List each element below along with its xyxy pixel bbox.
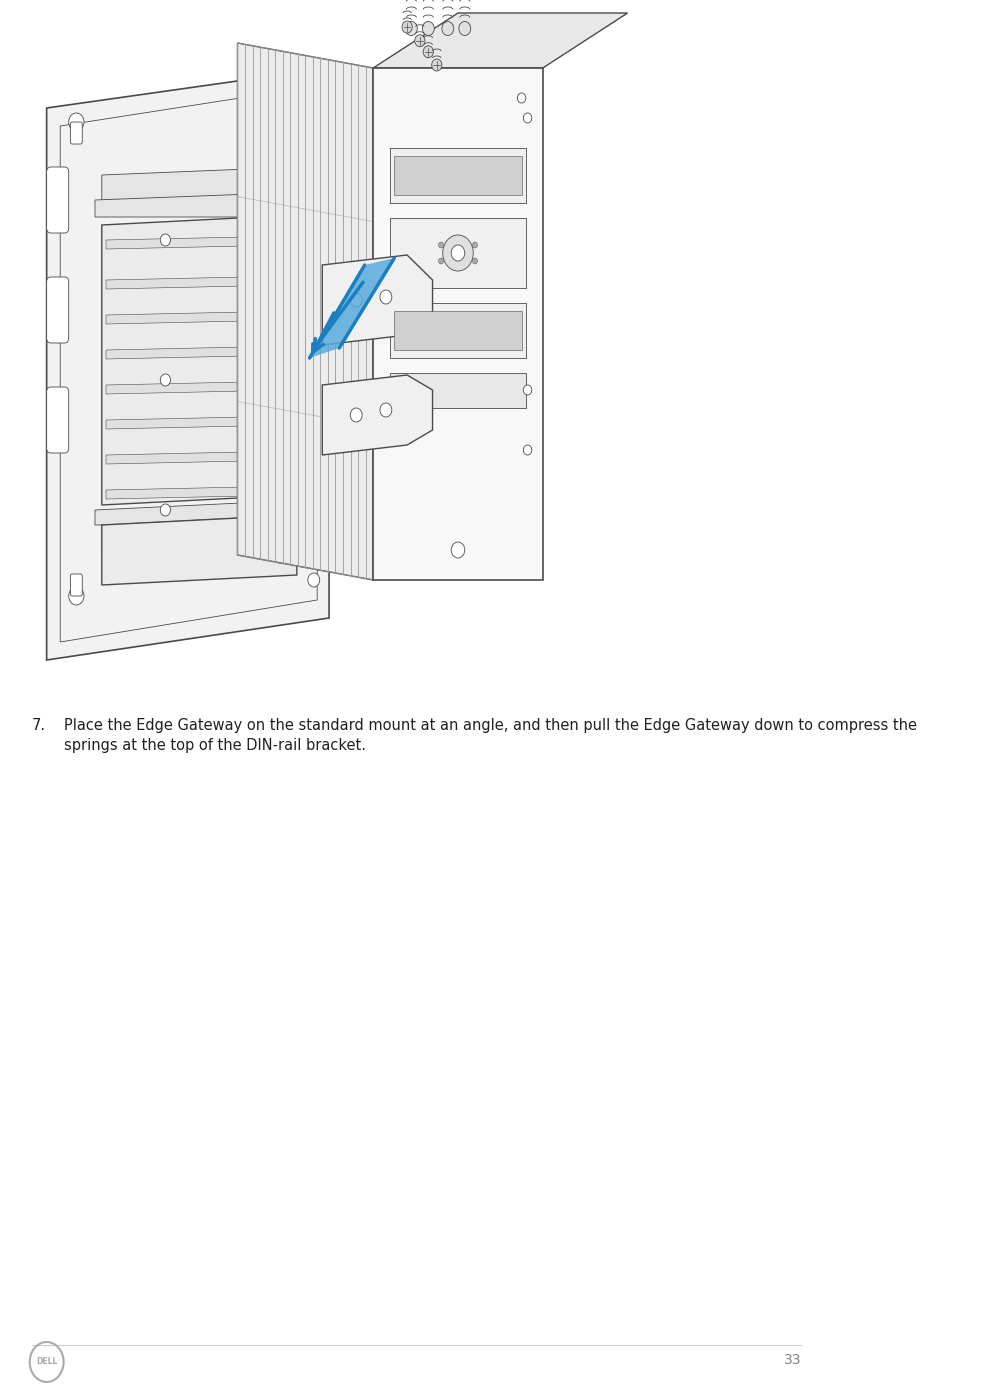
Circle shape [473,242,478,248]
Circle shape [308,474,319,488]
Circle shape [424,46,434,57]
Circle shape [160,373,170,386]
Polygon shape [390,373,526,408]
Circle shape [451,542,465,559]
Circle shape [459,21,471,35]
Circle shape [275,553,284,563]
Circle shape [423,21,434,35]
Polygon shape [238,43,374,579]
Polygon shape [310,258,394,358]
Polygon shape [374,13,627,68]
Polygon shape [106,345,293,359]
Circle shape [308,103,319,117]
Polygon shape [394,156,522,195]
Polygon shape [322,375,433,456]
Polygon shape [102,515,297,585]
Polygon shape [322,255,433,345]
Polygon shape [106,235,293,249]
Circle shape [284,500,293,510]
Circle shape [405,21,417,35]
Circle shape [523,113,532,123]
Circle shape [69,586,84,605]
Circle shape [442,235,473,272]
Polygon shape [106,486,293,499]
Polygon shape [106,451,293,464]
Text: 7.: 7. [32,717,46,733]
Circle shape [284,345,293,355]
Circle shape [350,408,362,422]
Text: Place the Edge Gateway on the standard mount at an angle, and then pull the Edge: Place the Edge Gateway on the standard m… [64,717,916,752]
Circle shape [308,378,319,391]
Polygon shape [106,311,293,325]
Polygon shape [102,215,297,506]
Circle shape [432,59,442,71]
Polygon shape [390,148,526,203]
Polygon shape [95,192,304,217]
Circle shape [275,189,284,201]
Circle shape [308,182,319,196]
Circle shape [308,573,319,586]
Polygon shape [106,276,293,288]
Polygon shape [102,167,297,201]
Circle shape [308,279,319,293]
Circle shape [442,21,454,35]
Circle shape [517,93,526,103]
Circle shape [160,504,170,515]
Circle shape [284,421,293,430]
Circle shape [380,290,392,304]
Polygon shape [106,417,293,429]
Circle shape [284,274,293,286]
Polygon shape [102,515,297,547]
Polygon shape [394,311,522,350]
Polygon shape [390,304,526,358]
Text: 33: 33 [784,1353,801,1367]
Circle shape [523,444,532,456]
FancyBboxPatch shape [71,574,83,596]
Circle shape [69,113,84,131]
Polygon shape [374,68,543,579]
Circle shape [451,245,465,260]
FancyBboxPatch shape [46,167,69,233]
FancyBboxPatch shape [46,277,69,343]
Circle shape [415,35,425,47]
FancyBboxPatch shape [46,387,69,453]
Circle shape [380,403,392,417]
Circle shape [402,21,412,33]
Circle shape [438,258,443,265]
FancyBboxPatch shape [71,123,83,143]
Polygon shape [46,68,329,660]
Polygon shape [390,217,526,288]
Circle shape [160,234,170,247]
Text: DELL: DELL [36,1358,57,1367]
Circle shape [350,293,362,306]
Polygon shape [106,382,293,394]
Circle shape [438,242,443,248]
Circle shape [523,384,532,396]
Polygon shape [95,500,304,525]
Circle shape [473,258,478,265]
